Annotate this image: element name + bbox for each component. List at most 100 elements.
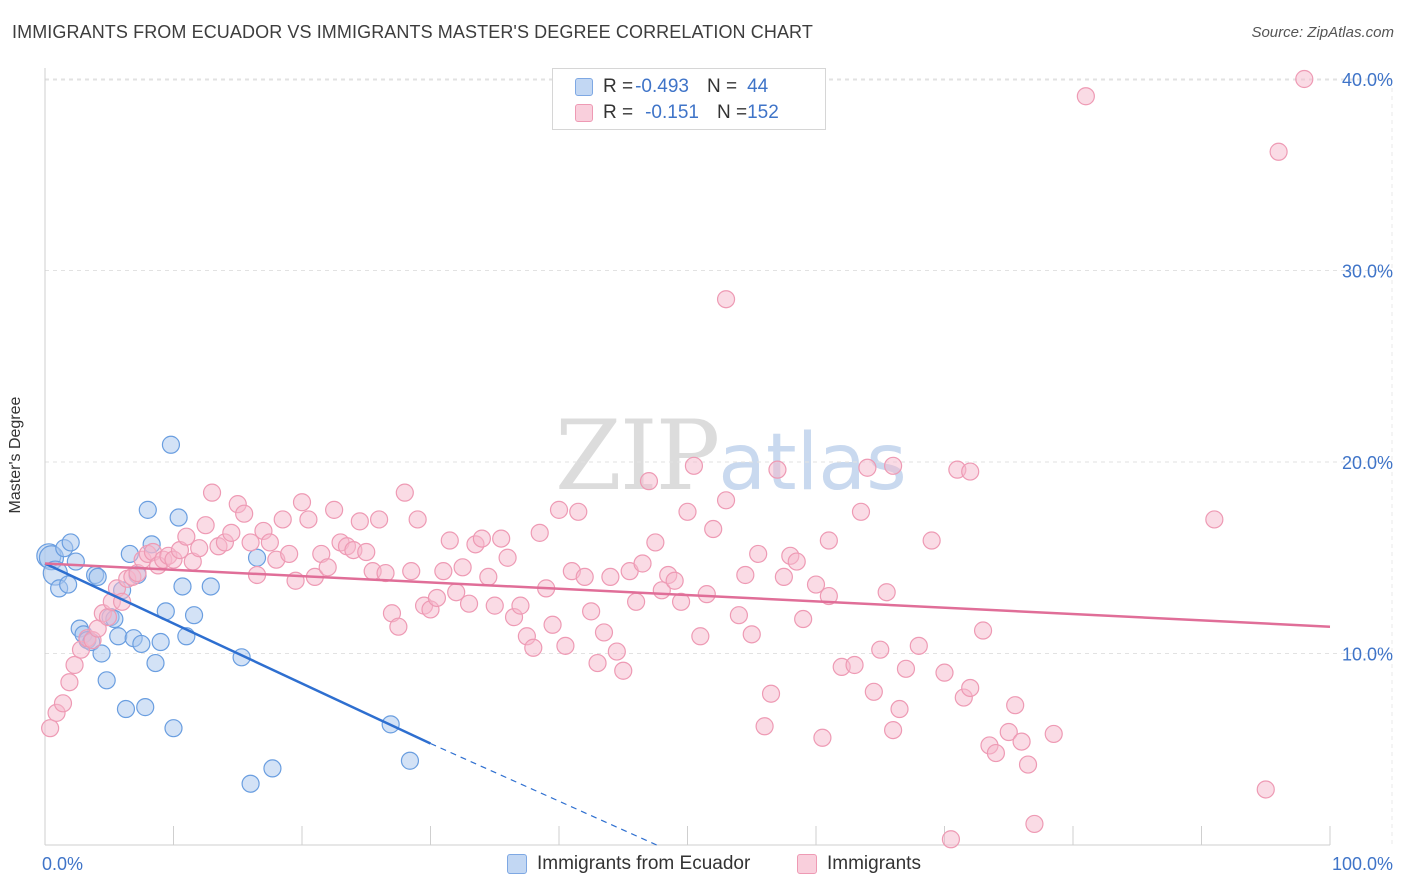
point-immigrants xyxy=(260,533,279,552)
point-immigrants xyxy=(575,567,594,587)
point-immigrants xyxy=(871,640,890,659)
point-ecuador xyxy=(61,533,80,552)
point-immigrants xyxy=(177,527,196,546)
point-immigrants xyxy=(749,544,768,564)
point-immigrants xyxy=(588,653,607,673)
point-immigrants xyxy=(858,458,877,477)
point-ecuador xyxy=(66,552,85,571)
legend-swatch-immigrants xyxy=(797,854,817,874)
point-ecuador xyxy=(88,567,107,587)
point-immigrants xyxy=(395,483,414,502)
point-immigrants xyxy=(691,627,710,646)
point-immigrants xyxy=(961,462,980,481)
point-immigrants xyxy=(961,678,980,698)
stats-swatch-immigrants xyxy=(575,104,593,122)
point-immigrants xyxy=(896,659,916,678)
point-immigrants xyxy=(851,502,871,521)
point-immigrants xyxy=(549,500,569,519)
trend-line-immigrants xyxy=(44,562,1331,628)
point-ecuador xyxy=(247,548,267,567)
legend-item-immigrants: Immigrants xyxy=(797,852,921,876)
point-immigrants xyxy=(1018,755,1038,774)
point-immigrants xyxy=(485,596,504,615)
point-immigrants xyxy=(704,519,723,539)
point-ecuador xyxy=(184,606,204,625)
point-immigrants xyxy=(646,533,665,552)
point-immigrants xyxy=(973,621,993,640)
point-ecuador xyxy=(138,500,157,519)
y-tick-label: 20.0% xyxy=(1342,453,1393,473)
point-immigrants xyxy=(241,533,260,552)
point-ecuador xyxy=(161,435,181,454)
point-immigrants xyxy=(292,493,312,512)
point-immigrants xyxy=(556,636,575,655)
point-immigrants xyxy=(427,588,447,608)
stats-row-immigrants: R = -0.151 N = 152 xyxy=(575,101,779,125)
point-immigrants xyxy=(774,567,793,587)
point-ecuador xyxy=(201,577,220,596)
point-immigrants xyxy=(1205,510,1224,529)
grid-lines xyxy=(45,78,1393,845)
trend-line-ecuador-extension xyxy=(430,742,657,846)
point-ecuador xyxy=(400,751,420,770)
point-immigrants xyxy=(716,491,736,510)
point-ecuador xyxy=(173,577,192,596)
point-immigrants xyxy=(594,623,614,642)
point-immigrants xyxy=(819,531,838,550)
point-immigrants xyxy=(543,615,562,634)
point-immigrants xyxy=(877,583,896,602)
point-immigrants xyxy=(370,510,389,529)
point-immigrants xyxy=(813,728,832,747)
point-immigrants xyxy=(65,655,84,675)
point-immigrants xyxy=(761,684,781,703)
legend-item-ecuador: Immigrants from Ecuador xyxy=(507,852,750,876)
point-ecuador xyxy=(241,774,260,793)
stats-legend: R = -0.493 N = 44 R = -0.151 N = 152 xyxy=(552,68,826,130)
point-ecuador xyxy=(164,719,183,738)
stats-r-label: R = xyxy=(603,76,634,97)
point-immigrants xyxy=(41,719,60,738)
point-ecuador xyxy=(146,653,165,673)
point-immigrants xyxy=(1076,87,1095,106)
point-immigrants xyxy=(819,586,838,606)
stats-r-value: -0.493 xyxy=(635,76,689,97)
point-immigrants xyxy=(845,655,864,675)
point-immigrants xyxy=(434,562,453,581)
point-immigrants xyxy=(498,548,517,567)
stats-swatch-ecuador xyxy=(575,78,593,96)
point-immigrants xyxy=(768,460,787,479)
point-immigrants xyxy=(440,531,459,550)
point-immigrants xyxy=(472,529,491,548)
y-tick-label: 40.0% xyxy=(1342,70,1393,90)
y-tick-label: 30.0% xyxy=(1342,262,1393,282)
point-immigrants xyxy=(402,562,421,581)
point-immigrants xyxy=(736,565,755,585)
stats-row-ecuador: R = -0.493 N = 44 xyxy=(575,75,768,99)
point-immigrants xyxy=(530,523,549,542)
stats-n-label: N = xyxy=(706,76,738,97)
point-immigrants xyxy=(299,510,318,529)
point-immigrants xyxy=(235,504,254,523)
point-immigrants xyxy=(196,516,215,535)
x-tick-label-min: 0.0% xyxy=(42,854,83,874)
point-immigrants xyxy=(678,502,697,521)
point-immigrants xyxy=(222,523,241,542)
point-immigrants xyxy=(60,673,79,692)
point-immigrants xyxy=(684,456,704,475)
point-immigrants xyxy=(1044,724,1063,744)
point-ecuador xyxy=(92,644,111,663)
point-immigrants xyxy=(350,512,369,531)
point-immigrants xyxy=(376,563,395,583)
point-immigrants xyxy=(633,554,652,573)
point-immigrants xyxy=(665,571,684,590)
point-immigrants xyxy=(999,722,1018,742)
data-points xyxy=(36,69,1314,849)
point-ecuador xyxy=(169,508,188,527)
point-immigrants xyxy=(325,500,344,519)
point-immigrants xyxy=(479,567,498,587)
point-immigrants xyxy=(922,531,941,550)
legend-swatch-ecuador xyxy=(507,854,527,874)
point-ecuador xyxy=(151,632,170,652)
point-immigrants xyxy=(53,694,73,713)
stats-n-value: 44 xyxy=(747,76,769,97)
